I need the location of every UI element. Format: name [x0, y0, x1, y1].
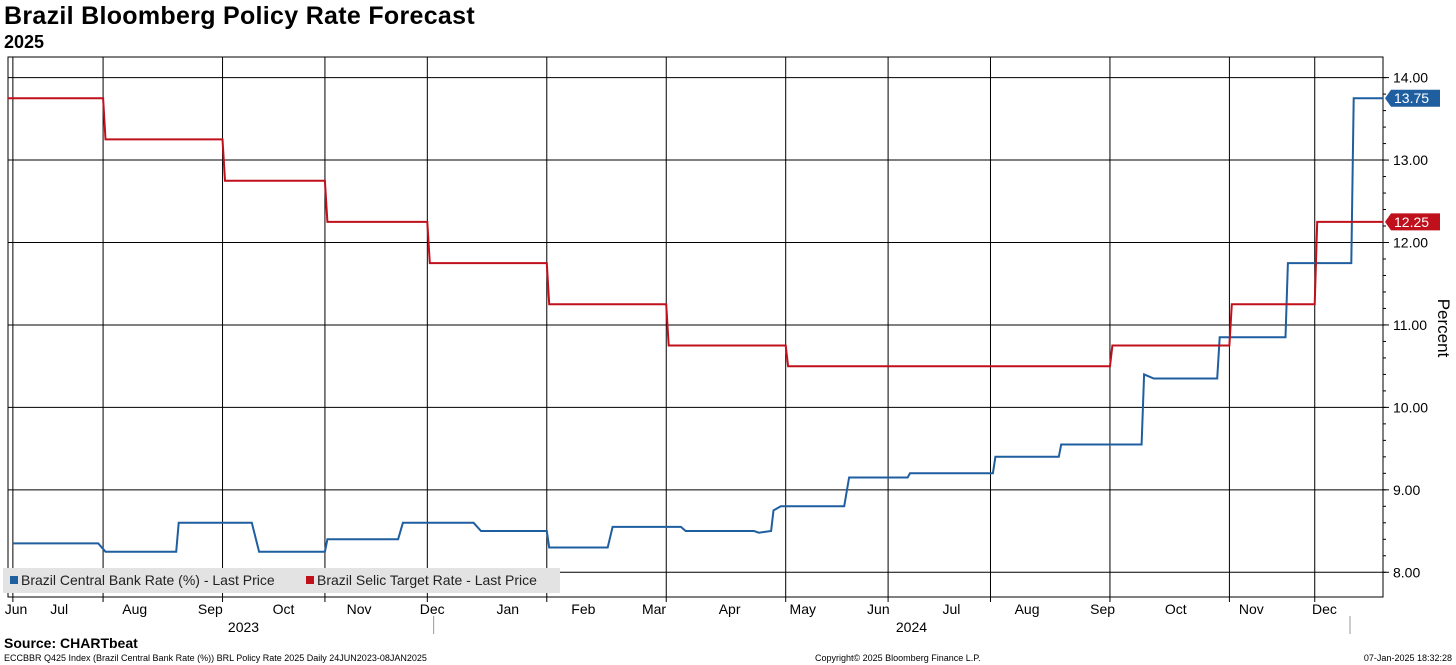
y-tick-label: 11.00: [1393, 317, 1427, 333]
x-tick-label: Apr: [719, 601, 741, 617]
y-tick-label: 14.00: [1393, 70, 1428, 86]
plot-frame: [7, 56, 1384, 598]
x-tick-label: Aug: [122, 601, 147, 617]
legend-swatch: [10, 576, 18, 584]
y-tick-label: 9.00: [1393, 482, 1420, 498]
x-tick-label: Nov: [1239, 601, 1264, 617]
source-note: Source: CHARTbeat: [4, 635, 138, 651]
x-tick-label: Oct: [273, 601, 295, 617]
x-tick-label: May: [790, 601, 816, 617]
x-tick-label: Oct: [1165, 601, 1187, 617]
y-tick-label: 8.00: [1393, 564, 1420, 580]
x-tick-label: Feb: [571, 601, 595, 617]
y-tick-label: 13.00: [1393, 152, 1428, 168]
legend: Brazil Central Bank Rate (%) - Last Pric…: [3, 568, 560, 593]
footnote-timestamp: 07-Jan-2025 18:32:28: [1363, 653, 1452, 663]
chart-subtitle: 2025: [4, 32, 45, 52]
x-tick-label: Jul: [50, 601, 68, 617]
last-value-label: 13.75: [1394, 90, 1429, 106]
series-layer: [8, 97, 1383, 553]
legend-swatch: [306, 576, 314, 584]
legend-entry: Brazil Central Bank Rate (%) - Last Pric…: [21, 572, 275, 588]
chart-title: Brazil Bloomberg Policy Rate Forecast: [4, 2, 475, 30]
last-value-tags: 13.75 12.25: [1385, 89, 1440, 231]
x-tick-label: Dec: [1312, 601, 1337, 617]
x-tick-label: Mar: [642, 601, 666, 617]
footnote-copyright: Copyright© 2025 Bloomberg Finance L.P.: [815, 653, 981, 663]
y-tick-label: 12.00: [1393, 234, 1428, 250]
footnote-index-info: ECCBBR Q425 Index (Brazil Central Bank R…: [4, 653, 427, 663]
x-tick-label: Jun: [867, 601, 890, 617]
x-tick-label: Jul: [943, 601, 961, 617]
axis-layer: 8.00 9.00 10.00 11.00 12.00 13.00 14.00 Percent…: [5, 70, 1453, 635]
y-tick-label: 10.00: [1393, 399, 1428, 415]
x-tick-label: Sep: [198, 601, 223, 617]
legend-entry: Brazil Selic Target Rate - Last Price: [317, 572, 537, 588]
x-tick-label: Aug: [1015, 601, 1040, 617]
series-line-selic-target-rate: [8, 97, 1383, 368]
series-line-central-bank-rate: [12, 97, 1383, 553]
year-label: 2023: [228, 619, 259, 635]
x-tick-label: Dec: [420, 601, 445, 617]
legend-background: [3, 568, 560, 593]
last-value-tag: [1385, 213, 1440, 231]
x-tick-label: Jun: [5, 601, 28, 617]
x-tick-label: Sep: [1090, 601, 1115, 617]
last-value-tag: [1385, 89, 1440, 107]
x-tick-label: Nov: [347, 601, 372, 617]
last-value-label: 12.25: [1394, 214, 1429, 230]
y-axis-title: Percent: [1434, 299, 1453, 358]
x-tick-label: Jan: [496, 601, 519, 617]
year-label: 2024: [896, 619, 927, 635]
grid-layer: [7, 56, 1384, 598]
